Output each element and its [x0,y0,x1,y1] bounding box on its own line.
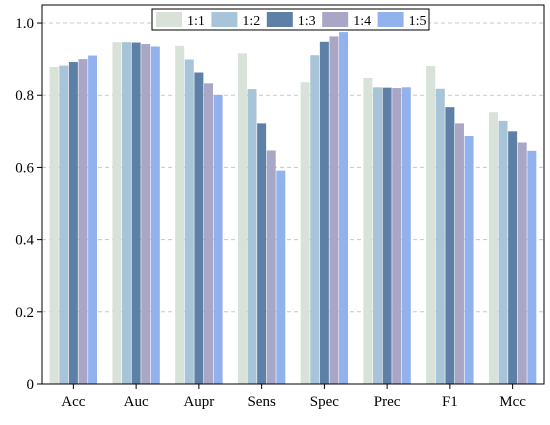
bar [310,55,320,384]
bar [78,59,88,385]
y-tick-label: 0.6 [15,160,34,176]
bar [122,42,132,384]
bar [464,136,474,384]
bar [392,88,402,385]
bar [257,123,267,384]
bar [213,94,223,385]
y-tick-label: 0 [27,377,35,393]
bar [300,82,310,385]
bar [237,53,247,385]
bar [339,32,349,384]
bar [488,112,498,385]
bar [527,150,537,384]
bar [373,87,383,384]
bar [88,55,98,385]
x-tick-label: Sens [247,394,276,410]
y-tick-label: 1.0 [15,16,34,32]
bar [184,59,194,384]
legend-label: 1:5 [409,14,427,29]
bar [276,170,286,384]
y-tick-label: 0.4 [15,233,34,249]
bar [363,77,373,384]
bar [194,72,204,384]
bar [112,42,122,384]
legend-label: 1:4 [353,14,371,29]
bar [382,87,392,385]
bar [175,45,185,384]
legend-swatch [377,12,404,27]
legend: 1:1 1:2 1:3 1:4 1:5 [151,8,430,31]
legend-swatch [211,12,238,27]
bar [401,87,411,384]
x-tick-label: Prec [374,394,401,410]
y-tick-label: 0.8 [15,88,34,104]
bar [49,67,59,385]
bar [247,89,257,385]
x-tick-label: Acc [61,394,85,410]
bar [266,150,276,384]
bar [141,43,151,385]
bars [49,32,537,385]
bar [59,65,69,384]
bar [508,131,518,384]
legend-swatch [322,12,349,27]
bar [445,107,455,384]
legend-label: 1:3 [298,14,316,29]
bar [131,42,141,384]
bar [498,120,508,384]
legend-swatch [156,12,182,27]
bar [203,83,213,385]
bar [435,88,445,384]
bar [319,41,329,385]
x-tick-label: F1 [442,394,458,410]
x-tick-label: Auc [124,394,149,410]
bar [150,46,160,385]
y-tick-label: 0.2 [15,305,34,321]
x-tick-label: Aupr [183,394,214,410]
legend-swatch [266,12,293,27]
bar [68,62,78,384]
axes: 0 0.2 0.4 0.6 0.8 1.0 Acc Auc Aupr Sens Spec Prec F1… [15,4,545,410]
bar [454,123,464,384]
bar [517,142,527,384]
legend-label: 1:2 [242,14,260,29]
x-tick-label: Mcc [499,394,526,410]
legend-label: 1:1 [187,14,205,29]
bar [426,66,436,385]
bar [329,36,339,384]
x-tick-label: Spec [310,394,340,410]
plot-frame [41,4,545,385]
